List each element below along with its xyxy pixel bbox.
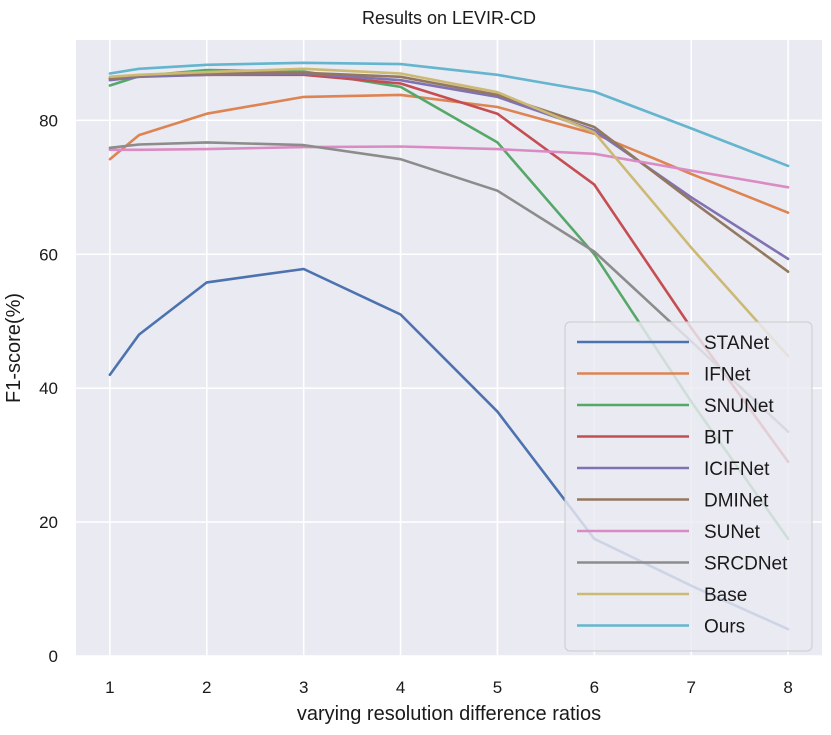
- chart-title: Results on LEVIR-CD: [362, 8, 536, 28]
- series-lines: [108, 61, 790, 631]
- legend: STANet IFNet SNUNet BIT ICIFNet DMINet SUNet SR…: [564, 321, 813, 652]
- series-line-ours: [108, 61, 790, 168]
- x-tick-label: 5: [493, 678, 502, 697]
- legend-label-snunet: SNUNet: [704, 396, 774, 417]
- legend-label-bit: BIT: [704, 428, 734, 449]
- x-tick-label: 7: [686, 678, 695, 697]
- series-line-ifnet: [108, 93, 790, 214]
- y-axis-label: F1-score(%): [3, 293, 25, 403]
- legend-box: [564, 321, 813, 652]
- x-tick-label: 6: [590, 678, 599, 697]
- x-tick-label: 8: [783, 678, 792, 697]
- y-tick-labels: 0 20 40 60 80: [39, 111, 58, 666]
- x-tick-label: 3: [299, 678, 308, 697]
- y-tick-label: 20: [39, 513, 58, 532]
- x-tick-label: 4: [396, 678, 405, 697]
- legend-label-stanet: STANet: [704, 333, 770, 354]
- legend-label-sunet: SUNet: [704, 522, 761, 543]
- legend-label-srcdnet: SRCDNet: [704, 554, 788, 575]
- series-line-base: [108, 67, 790, 358]
- legend-label-ours: Ours: [704, 617, 745, 638]
- series-line-sunet: [108, 145, 790, 189]
- legend-label-dminet: DMINet: [704, 491, 769, 512]
- legend-label-ifnet: IFNet: [704, 365, 751, 386]
- y-tick-label: 60: [39, 245, 58, 264]
- y-tick-label: 80: [39, 111, 58, 130]
- y-tick-label: 40: [39, 379, 58, 398]
- x-tick-label: 1: [105, 678, 114, 697]
- legend-label-icifnet: ICIFNet: [704, 459, 770, 480]
- x-axis-label: varying resolution difference ratios: [297, 703, 601, 725]
- series-line-srcdnet: [108, 141, 790, 434]
- x-tick-labels: 1 2 3 4 5 6 7 8: [105, 678, 793, 697]
- legend-label-base: Base: [704, 585, 747, 606]
- x-tick-label: 2: [202, 678, 211, 697]
- y-tick-label: 0: [49, 647, 58, 666]
